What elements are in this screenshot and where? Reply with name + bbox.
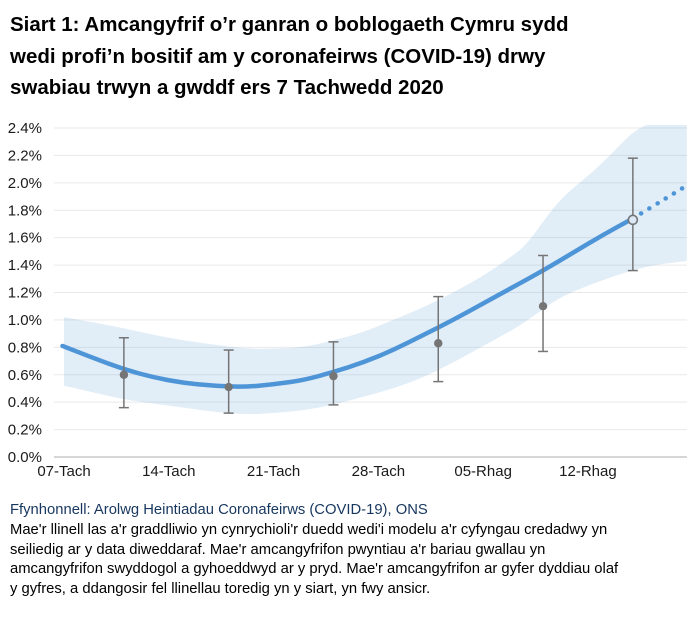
svg-text:1.4%: 1.4% <box>8 257 42 274</box>
report-page: Siart 1: Amcangyfrif o’r ganran o boblog… <box>0 9 687 629</box>
svg-text:21-Tach: 21-Tach <box>247 463 300 480</box>
svg-text:28-Tach: 28-Tach <box>352 463 405 480</box>
methodology-note: Mae'r llinell las a'r graddliwio yn cynr… <box>10 522 619 597</box>
svg-text:1.6%: 1.6% <box>8 229 42 246</box>
svg-text:0.0%: 0.0% <box>8 449 42 466</box>
svg-text:1.8%: 1.8% <box>8 202 42 219</box>
svg-text:2.0%: 2.0% <box>8 174 42 191</box>
source-note: Ffynhonnell: Arolwg Heintiadau Coronafei… <box>10 501 428 518</box>
svg-text:07-Tach: 07-Tach <box>37 463 90 480</box>
svg-text:2.2%: 2.2% <box>8 147 42 164</box>
svg-text:0.8%: 0.8% <box>8 339 42 356</box>
svg-text:14-Tach: 14-Tach <box>142 463 195 480</box>
svg-text:2.4%: 2.4% <box>8 120 42 137</box>
chart-title: Siart 1: Amcangyfrif o’r ganran o boblog… <box>10 13 569 99</box>
svg-text:0.6%: 0.6% <box>8 366 42 383</box>
covid-positivity-chart: 0.0% 0.2% 0.4% 0.6% 0.8% 1.0% 1.2% 1.4% 1.6% 1.8%… <box>8 120 687 480</box>
svg-text:1.0%: 1.0% <box>8 311 42 328</box>
svg-text:1.2%: 1.2% <box>8 284 42 301</box>
svg-text:12-Rhag: 12-Rhag <box>559 463 617 480</box>
svg-text:0.4%: 0.4% <box>8 394 42 411</box>
svg-text:05-Rhag: 05-Rhag <box>454 463 512 480</box>
svg-text:0.2%: 0.2% <box>8 421 42 438</box>
